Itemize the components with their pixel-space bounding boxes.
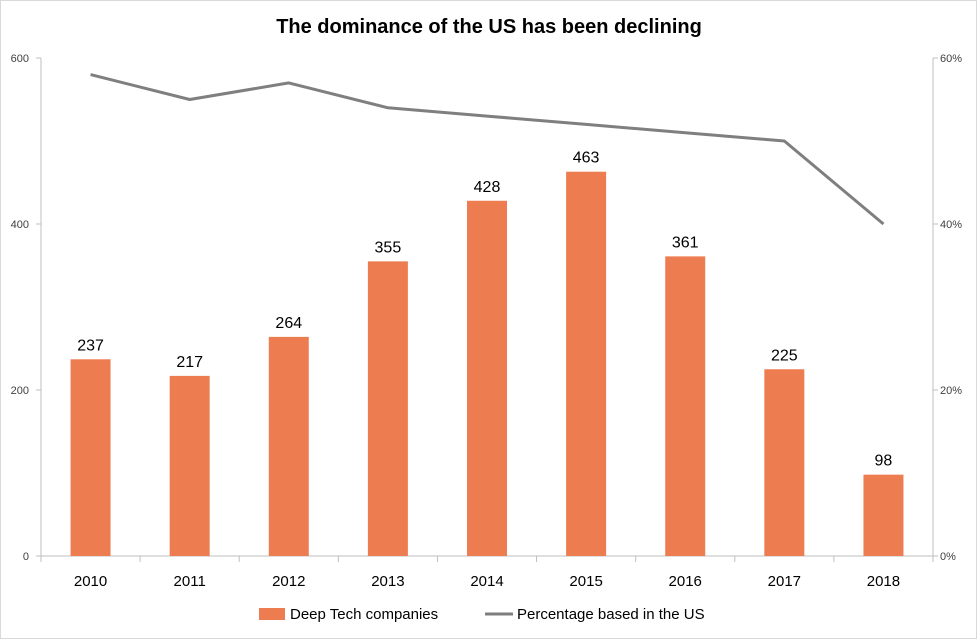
bar-data-label: 355 xyxy=(375,239,402,256)
bar-data-label: 237 xyxy=(77,337,104,354)
x-tick-label: 2017 xyxy=(768,573,801,590)
y-left-tick-label: 400 xyxy=(11,219,29,231)
x-tick-label: 2015 xyxy=(569,573,602,590)
bar-2015 xyxy=(566,171,607,556)
legend-label-line: Percentage based in the US xyxy=(517,606,705,623)
x-tick-label: 2018 xyxy=(867,573,900,590)
bar-2014 xyxy=(467,200,507,556)
y-right-tick-label: 40% xyxy=(940,219,962,231)
x-tick-label: 2014 xyxy=(470,573,503,590)
bar-data-label: 217 xyxy=(176,354,203,371)
bar-data-label: 98 xyxy=(875,453,893,470)
bar-2018 xyxy=(863,474,904,556)
bar-2017 xyxy=(764,369,805,556)
x-tick-label: 2013 xyxy=(371,573,404,590)
y-left-tick-label: 0 xyxy=(23,551,29,563)
bar-2011 xyxy=(169,375,210,556)
y-left-tick-label: 600 xyxy=(11,53,29,65)
legend-label-bars: Deep Tech companies xyxy=(290,606,438,623)
x-tick-label: 2016 xyxy=(669,573,702,590)
bar-data-label: 361 xyxy=(672,234,699,251)
bar-data-label: 264 xyxy=(275,315,302,332)
line-series xyxy=(90,73,885,226)
x-tick-label: 2012 xyxy=(272,573,305,590)
bar-data-label: 225 xyxy=(771,347,798,364)
chart-title: The dominance of the US has been declini… xyxy=(276,16,702,38)
bars xyxy=(70,171,904,556)
bar-data-label: 428 xyxy=(474,179,501,196)
bar-2016 xyxy=(665,256,706,556)
y-right-tick-label: 0% xyxy=(940,551,956,563)
data-labels: 237 217 264 355 428 463 361 225 98 xyxy=(77,150,892,470)
x-tick-label: 2010 xyxy=(74,573,107,590)
y-left-tick-label: 200 xyxy=(11,385,29,397)
bar-2012 xyxy=(268,336,309,556)
y-right-tick-label: 20% xyxy=(940,385,962,397)
legend-bar-swatch xyxy=(259,608,285,620)
y-right-tick-label: 60% xyxy=(940,53,962,65)
bar-2010 xyxy=(70,359,111,556)
legend: Deep Tech companies Percentage based in t… xyxy=(259,606,705,623)
bar-2013 xyxy=(367,261,408,556)
x-tick-label: 2011 xyxy=(174,573,206,590)
bar-data-label: 463 xyxy=(573,150,600,167)
